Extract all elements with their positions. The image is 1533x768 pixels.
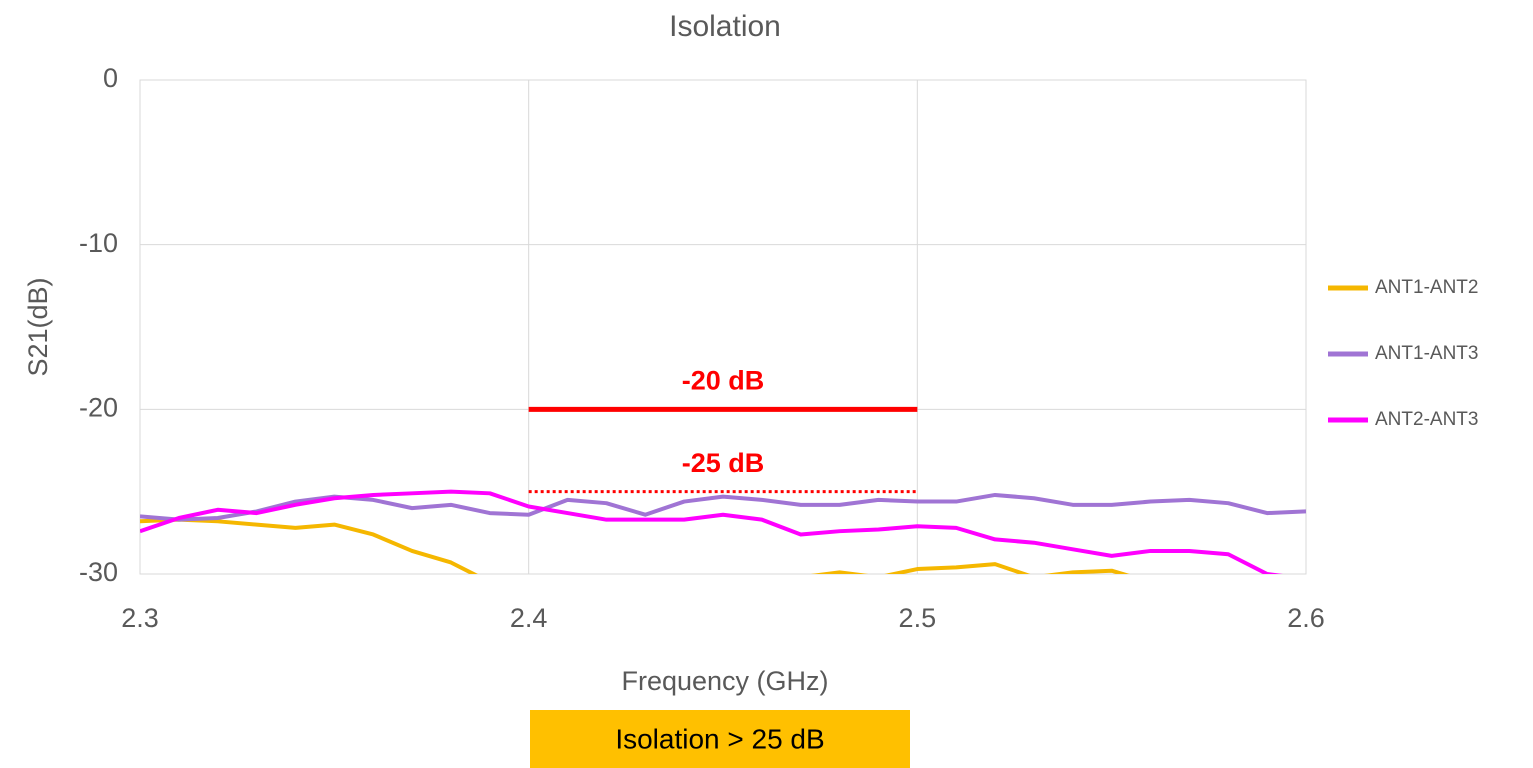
y-axis-label: S21(dB)	[23, 277, 53, 376]
legend-label: ANT1-ANT2	[1375, 277, 1478, 298]
legend-label: ANT1-ANT3	[1375, 343, 1478, 364]
x-tick-label: 2.3	[121, 603, 159, 633]
x-tick-label: 2.6	[1287, 603, 1325, 633]
annotation-label: -20 dB	[682, 365, 765, 395]
series-line	[140, 489, 1283, 574]
plot-area	[140, 489, 1306, 574]
y-tick-label: -10	[79, 228, 118, 258]
x-tick-label: 2.5	[899, 603, 937, 633]
y-tick-label: -30	[79, 557, 118, 587]
annotation-label: -25 dB	[682, 448, 765, 478]
series-line	[140, 517, 1130, 574]
chart-title: Isolation	[669, 10, 781, 43]
note-box	[530, 710, 910, 768]
legend-label: ANT2-ANT3	[1375, 409, 1478, 430]
x-axis-label: Frequency (GHz)	[621, 666, 828, 696]
y-tick-label: -20	[79, 392, 118, 422]
x-tick-label: 2.4	[510, 603, 548, 633]
note-text: Isolation > 25 dB	[615, 723, 824, 754]
y-tick-label: 0	[103, 63, 118, 93]
